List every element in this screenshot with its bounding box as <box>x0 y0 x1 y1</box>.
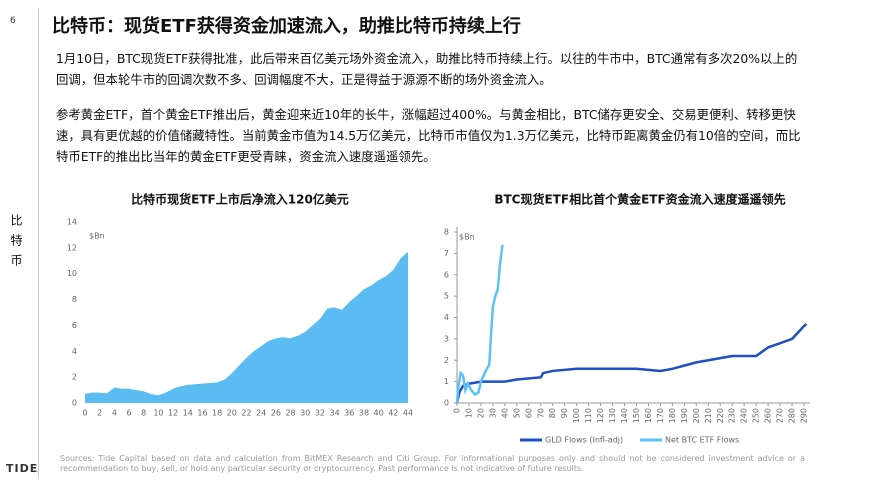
x-tick-label: 26 <box>271 409 281 418</box>
y-tick-label: 10 <box>67 269 77 278</box>
page-number: 6 <box>10 16 16 26</box>
x-tick-label: 40 <box>374 409 384 418</box>
x-tick-label: 70 <box>536 408 545 418</box>
chart-title: BTC现货ETF相比首个黄金ETF资金流入速度遥遥领先 <box>494 192 785 207</box>
paragraph: 1月10日，BTC现货ETF获得批准，此后带来百亿美元场外资金流入，助推比特币持… <box>56 51 798 87</box>
x-tick-label: 28 <box>285 409 295 418</box>
sources: Sources: Tide Capital based on data and … <box>60 454 805 473</box>
x-tick-label: 42 <box>388 409 398 418</box>
x-tick-label: 20 <box>227 409 237 418</box>
x-tick-label: 230 <box>728 408 737 423</box>
area <box>85 251 408 403</box>
y-tick-label: 0 <box>72 399 77 408</box>
x-tick-label: 170 <box>656 408 665 423</box>
x-tick-label: 250 <box>752 408 761 423</box>
x-tick-label: 8 <box>141 409 146 418</box>
x-tick-label: 18 <box>212 409 222 418</box>
x-tick-label: 220 <box>716 408 725 423</box>
x-tick-label: 4 <box>112 409 117 418</box>
x-tick-label: 24 <box>256 409 266 418</box>
x-tick-label: 10 <box>464 408 473 418</box>
x-tick-label: 14 <box>183 409 193 418</box>
x-tick-label: 240 <box>740 408 749 423</box>
y-tick-label: 4 <box>444 313 449 322</box>
x-tick-label: 120 <box>596 408 605 423</box>
x-tick-label: 32 <box>315 409 325 418</box>
x-tick-label: 200 <box>692 408 701 423</box>
x-tick-label: 0 <box>453 408 462 413</box>
x-tick-label: 40 <box>500 408 509 418</box>
x-tick-label: 36 <box>344 409 354 418</box>
x-tick-label: 210 <box>704 408 713 423</box>
y-tick-label: 12 <box>67 243 77 252</box>
y-tick-label: 6 <box>444 270 449 279</box>
x-tick-label: 110 <box>584 408 593 423</box>
chart-title: 比特币现货ETF上市后净流入120亿美元 <box>131 192 349 207</box>
x-tick-label: 10 <box>153 409 163 418</box>
x-tick-label: 190 <box>680 408 689 423</box>
y-tick-label: 5 <box>444 292 449 301</box>
x-tick-label: 20 <box>476 408 485 418</box>
y-tick-label: 7 <box>444 249 449 258</box>
y-tick-label: 14 <box>67 218 77 227</box>
x-tick-label: 90 <box>560 408 569 418</box>
x-tick-label: 150 <box>632 408 641 423</box>
line <box>455 322 808 404</box>
paragraph: 参考黄金ETF，首个黄金ETF推出后，黄金迎来近10年的长牛，涨幅超过400%。… <box>56 107 801 164</box>
x-tick-label: 44 <box>403 409 413 418</box>
y-unit: $Bn <box>459 233 475 242</box>
y-tick-label: 2 <box>72 373 77 382</box>
x-tick-label: 80 <box>548 408 557 418</box>
slide-title: 比特币：现货ETF获得资金加速流入，助推比特币持续上行 <box>52 16 521 37</box>
side-label: 比特币 <box>9 214 23 274</box>
x-tick-label: 2 <box>97 409 102 418</box>
x-tick-label: 280 <box>788 408 797 423</box>
y-unit: $Bn <box>89 232 105 241</box>
x-tick-label: 16 <box>197 409 207 418</box>
x-tick-label: 12 <box>168 409 178 418</box>
y-tick-label: 2 <box>444 356 449 365</box>
x-tick-label: 38 <box>359 409 369 418</box>
logo: TIDE <box>6 462 39 475</box>
x-tick-label: 260 <box>764 408 773 423</box>
y-tick-label: 4 <box>72 347 77 356</box>
line <box>455 244 504 404</box>
legend-label: GLD Flows (Infl-adj) <box>545 436 623 445</box>
x-tick-label: 50 <box>512 408 521 418</box>
x-tick-label: 160 <box>644 408 653 423</box>
x-tick-label: 34 <box>329 409 339 418</box>
y-tick-label: 6 <box>72 321 77 330</box>
y-tick-label: 1 <box>444 377 449 386</box>
y-tick-label: 0 <box>444 399 449 408</box>
legend-label: Net BTC ETF Flows <box>665 436 739 445</box>
y-tick-label: 8 <box>444 228 449 237</box>
x-tick-label: 130 <box>608 408 617 423</box>
x-tick-label: 180 <box>668 408 677 423</box>
y-tick-label: 3 <box>444 334 449 343</box>
y-tick-label: 8 <box>72 295 77 304</box>
x-tick-label: 140 <box>620 408 629 423</box>
x-tick-label: 0 <box>82 409 87 418</box>
x-tick-label: 6 <box>126 409 131 418</box>
divider <box>38 8 39 478</box>
x-tick-label: 22 <box>241 409 251 418</box>
x-tick-label: 30 <box>300 409 310 418</box>
x-tick-label: 30 <box>488 408 497 418</box>
x-tick-label: 270 <box>776 408 785 423</box>
x-tick-label: 60 <box>524 408 533 418</box>
x-tick-label: 100 <box>572 408 581 423</box>
x-tick-label: 290 <box>800 408 809 423</box>
